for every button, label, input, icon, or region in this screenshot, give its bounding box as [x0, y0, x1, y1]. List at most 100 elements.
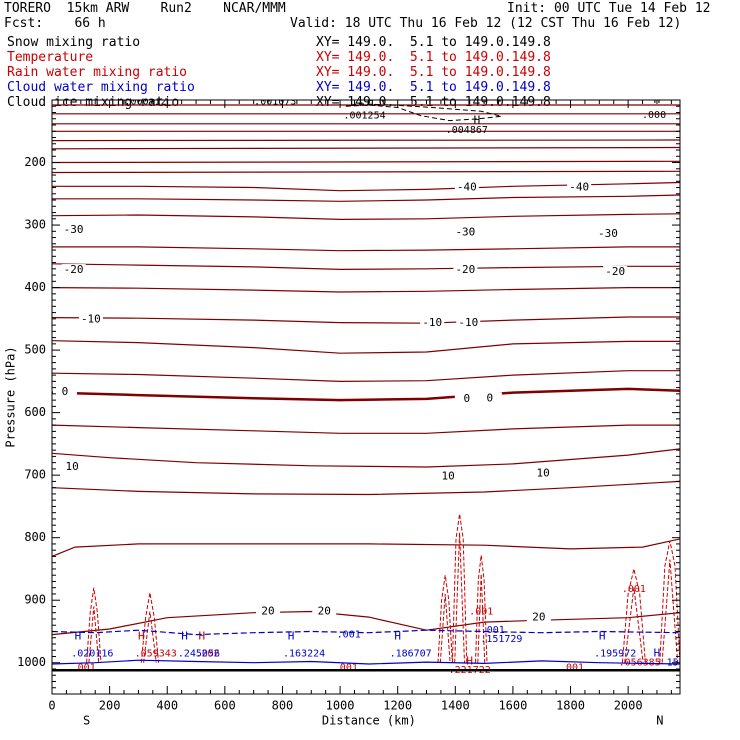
rain-value-label: .001 — [560, 663, 584, 674]
cloud-high-marker: H — [654, 646, 661, 659]
temperature-contour-label: -30 — [455, 226, 475, 239]
cloud-water-contour — [52, 629, 680, 636]
y-tick-label: 800 — [24, 530, 46, 544]
contour-label-bg — [60, 461, 85, 474]
legend-temperature-name: Temperature — [7, 50, 94, 65]
rain-contour — [621, 568, 646, 663]
temperature-contour — [52, 139, 680, 142]
x-tick-label: 1000 — [326, 699, 355, 713]
x-axis-label: Distance (km) — [322, 714, 416, 728]
y-tick-label: 400 — [24, 280, 46, 294]
rain-contour — [88, 606, 100, 663]
contour-label-bg — [454, 181, 479, 194]
contour-label-bg — [603, 265, 628, 278]
model-title: TORERO 15km ARW Run2 NCAR/MMM — [4, 1, 286, 16]
cloud-water-contour — [52, 659, 680, 665]
cloud-high-marker: H — [75, 629, 82, 642]
cloud-value-label: .151729 — [480, 634, 522, 645]
temperature-contour — [52, 370, 680, 383]
contour-label-bg — [526, 611, 551, 624]
contour-label-bg — [595, 227, 620, 240]
temperature-contour — [52, 170, 680, 174]
contour-label-bg — [454, 392, 479, 405]
snow-high-marker: H — [367, 94, 374, 107]
temperature-contour — [52, 424, 680, 434]
y-tick-label: 700 — [24, 468, 46, 482]
contour-label-bg — [52, 385, 77, 398]
cloud-high-marker: H — [288, 629, 295, 642]
temperature-contour — [52, 610, 680, 636]
contour-label-bg — [453, 264, 478, 277]
legend-snow-xy: XY= 149.0. 5.1 to 149.0.149.8 — [316, 35, 551, 50]
contour-label-bg — [456, 317, 481, 330]
contour-label-bg — [61, 224, 86, 237]
temperature-contour-label: -30 — [64, 223, 84, 236]
snow-contour — [345, 103, 502, 122]
cloud-value-label: .195972 — [594, 648, 636, 659]
temperature-contour — [52, 160, 680, 164]
temperature-contour — [52, 246, 680, 252]
temperature-contour — [52, 316, 680, 324]
y-tick-label: 500 — [24, 343, 46, 357]
contour-label-bg — [531, 467, 556, 480]
rain-contour — [454, 532, 465, 663]
legend-cloudwater-xy: XY= 149.0. 5.1 to 149.0.149.8 — [316, 80, 551, 95]
x-tick-label: 800 — [272, 699, 294, 713]
endpoint-north: N — [656, 714, 663, 728]
plot-layer: -40 -40 -30 -30 -30 -20 -20 -20 -10 -10 -10 0 0 0 10 10… — [52, 85, 680, 676]
x-tick-label: 1600 — [498, 699, 527, 713]
contour-label-bg — [453, 226, 478, 239]
contour-label-bg — [436, 470, 461, 483]
contour-label-bg — [61, 264, 86, 277]
rain-contour — [439, 593, 451, 663]
temperature-contour-label: 20 — [318, 604, 331, 617]
temperature-contour-label: 20 — [261, 604, 274, 617]
snow-value-label: .000 — [642, 110, 666, 121]
temperature-contour — [52, 480, 680, 496]
x-tick-label: 2000 — [614, 699, 643, 713]
rain-contour — [659, 540, 680, 663]
y-tick-label: 600 — [24, 405, 46, 419]
x-tick-label: 0 — [48, 699, 55, 713]
cloud-value-label: .186707 — [390, 648, 432, 659]
ice-value-label: -81.84 — [253, 89, 289, 100]
rain-contour — [477, 573, 486, 663]
temperature-contour — [52, 181, 680, 192]
y-axis-label: Pressure (hPa) — [4, 346, 18, 447]
plot-frame — [51, 99, 681, 695]
temperature-contour — [52, 287, 680, 293]
cloud-high-marker: H — [394, 629, 401, 642]
legend-temperature-xy: XY= 149.0. 5.1 to 149.0.149.8 — [316, 50, 551, 65]
temperature-contour-label: -40 — [569, 181, 589, 194]
cloud-value-label: .163224 — [283, 648, 325, 659]
contour-label-bg — [78, 313, 103, 326]
snow-high-marker: H — [474, 114, 481, 127]
temperature-contour-label: 0 — [487, 391, 494, 404]
snow-value-label: .004867 — [446, 125, 488, 136]
x-tick-label: 400 — [156, 699, 178, 713]
contour-label-bg — [420, 317, 445, 330]
snow-value-label: .001254 — [343, 111, 385, 122]
x-tick-label: 1800 — [556, 699, 585, 713]
rain-value-label: .202 — [196, 648, 220, 659]
y-tick-label: 1000 — [17, 655, 46, 669]
temperature-contour-label: -10 — [81, 312, 101, 325]
snow-high-marker: H — [150, 85, 157, 98]
legend-rain-name: Rain water mixing ratio — [7, 65, 188, 80]
temperature-contour — [52, 146, 680, 150]
temperature-contour — [52, 263, 680, 271]
temperature-contour — [52, 387, 680, 402]
rain-contour — [143, 611, 157, 663]
cloud-high-marker: H — [181, 629, 188, 642]
temperature-contour — [52, 448, 680, 468]
y-tick-label: 200 — [24, 155, 46, 169]
rain-contour — [140, 592, 160, 663]
y-tick-label: 300 — [24, 218, 46, 232]
x-tick-label: 600 — [214, 699, 236, 713]
y-tick-label: 900 — [24, 593, 46, 607]
snow-value-label: .001073 — [254, 96, 296, 107]
x-tick-label: 1400 — [441, 699, 470, 713]
rain-contour — [437, 575, 453, 663]
